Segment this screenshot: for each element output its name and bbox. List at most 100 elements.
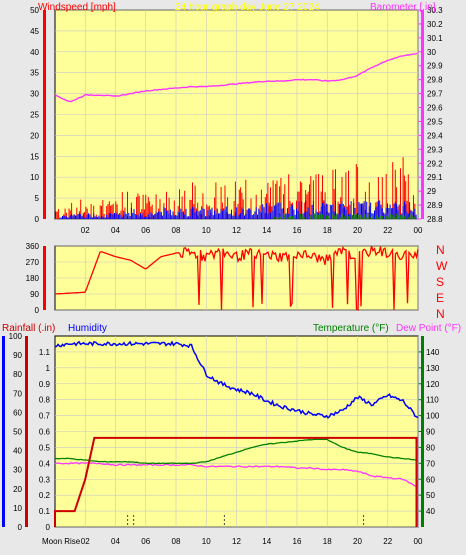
wind-left-tick: 45 [30,27,39,36]
humidity-tick: 0 [18,523,23,532]
temp-x-tick: 22 [383,537,392,546]
temp-x-tick: 02 [81,537,90,546]
rainfall-line [54,436,418,527]
temp-tick: 80 [426,443,435,452]
baro-right-tick: 29 [427,187,436,196]
rain-tick: 0.4 [39,459,51,468]
direction-label: N [436,243,445,257]
temp-axis-bar [421,336,424,527]
direction-left-tick: 90 [30,290,39,299]
temp-x-tick: 08 [172,537,181,546]
temp-tick: 120 [426,380,440,389]
humidity-tick: 10 [13,504,22,513]
wind-x-tick: 08 [172,226,181,235]
humidity-tick: 40 [13,447,22,456]
temp-tick: 110 [426,396,439,405]
temp-x-tick: 20 [353,537,362,546]
wind-x-tick: 18 [323,226,332,235]
temp-tick: 40 [426,507,435,516]
wind-x-tick: 00 [414,226,423,235]
humidity-tick: 70 [13,389,22,398]
baro-right-tick: 30.2 [427,20,443,29]
wind-x-tick: 16 [293,226,302,235]
temp-x-tick: 00 [414,537,423,546]
direction-left-tick: 180 [26,274,40,283]
wind-left-tick: 20 [30,131,39,140]
rain-axis-bar [25,336,28,527]
temp-x-tick: 16 [293,537,302,546]
moon-rise-label: Moon Rise [42,537,81,546]
temperature-line [54,438,418,465]
baro-right-tick: 29.4 [427,131,443,140]
wind-left-tick: 30 [30,90,39,99]
baro-right-tick: 29.6 [427,104,443,113]
baro-right-tick: 29.2 [427,159,443,168]
wind-left-tick: 35 [30,69,39,78]
humidity-tick: 50 [13,428,22,437]
humidity-line [55,340,419,419]
rain-axis-label: Rainfall (.in) [2,323,55,334]
humidity-tick: 100 [9,332,23,341]
barometer-line [54,52,418,103]
baro-axis-bar [421,10,424,219]
graph-title: 24 hour graph day June 27 2024 [175,2,320,13]
wind-x-tick: 04 [111,226,120,235]
wind-left-tick: 0 [35,215,40,224]
temp-tick: 100 [426,412,440,421]
direction-axis-bar [43,246,46,310]
direction-label: W [436,259,448,273]
direction-label: E [436,291,444,305]
baro-axis-label: Barometer [.in] [370,2,436,13]
wind-axis-label: Windspeed [mph] [38,2,116,13]
temp-tick: 90 [426,428,435,437]
temp-x-tick: 06 [141,537,150,546]
wind-axis-bar [43,10,46,219]
baro-right-tick: 30.3 [427,6,443,15]
wind-x-tick: 22 [383,226,392,235]
wind-x-tick: 02 [81,226,90,235]
rain-tick: 0.3 [39,475,51,484]
rain-tick: 1 [46,364,51,373]
wind-x-tick: 14 [262,226,271,235]
temp-x-tick: 14 [262,537,271,546]
temp-tick: 70 [426,459,435,468]
temp-x-tick: 12 [232,537,241,546]
humidity-tick: 80 [13,370,22,379]
rain-tick: 0.9 [39,380,51,389]
baro-right-tick: 30.1 [427,34,443,43]
baro-right-tick: 29.8 [427,76,443,85]
humidity-axis-label: Humidity [68,323,107,334]
temp-tick: 60 [426,475,435,484]
humidity-tick: 20 [13,485,22,494]
dewpoint-line [54,461,418,488]
baro-right-tick: 30 [427,48,436,57]
temp-tick: 140 [426,348,440,357]
baro-right-tick: 29.9 [427,62,443,71]
wind-left-tick: 40 [30,48,39,57]
direction-left-tick: 360 [26,242,40,251]
temp-tick: 130 [426,364,440,373]
direction-label: S [436,275,444,289]
direction-line [54,245,419,312]
wind-left-tick: 25 [30,111,39,120]
temp-tick: 50 [426,491,435,500]
dewpoint-axis-label: Dew Point (°F) [396,323,461,334]
wind-left-tick: 10 [30,173,39,182]
baro-right-tick: 28.9 [427,201,443,210]
rain-tick: 0.6 [39,428,51,437]
wind-x-tick: 20 [353,226,362,235]
baro-right-tick: 28.8 [427,215,443,224]
baro-right-tick: 29.1 [427,173,443,182]
wind-x-tick: 06 [141,226,150,235]
direction-label: N [436,307,445,321]
humidity-tick: 90 [13,351,22,360]
baro-right-tick: 29.5 [427,117,443,126]
baro-right-tick: 29.3 [427,145,443,154]
rain-tick: 0 [46,523,51,532]
temp-x-tick: 04 [111,537,120,546]
wind-left-tick: 5 [35,194,40,203]
rain-tick: 0.7 [39,412,51,421]
temp-axis-label: Temperature (°F) [313,323,389,334]
rain-tick: 0.5 [39,443,51,452]
